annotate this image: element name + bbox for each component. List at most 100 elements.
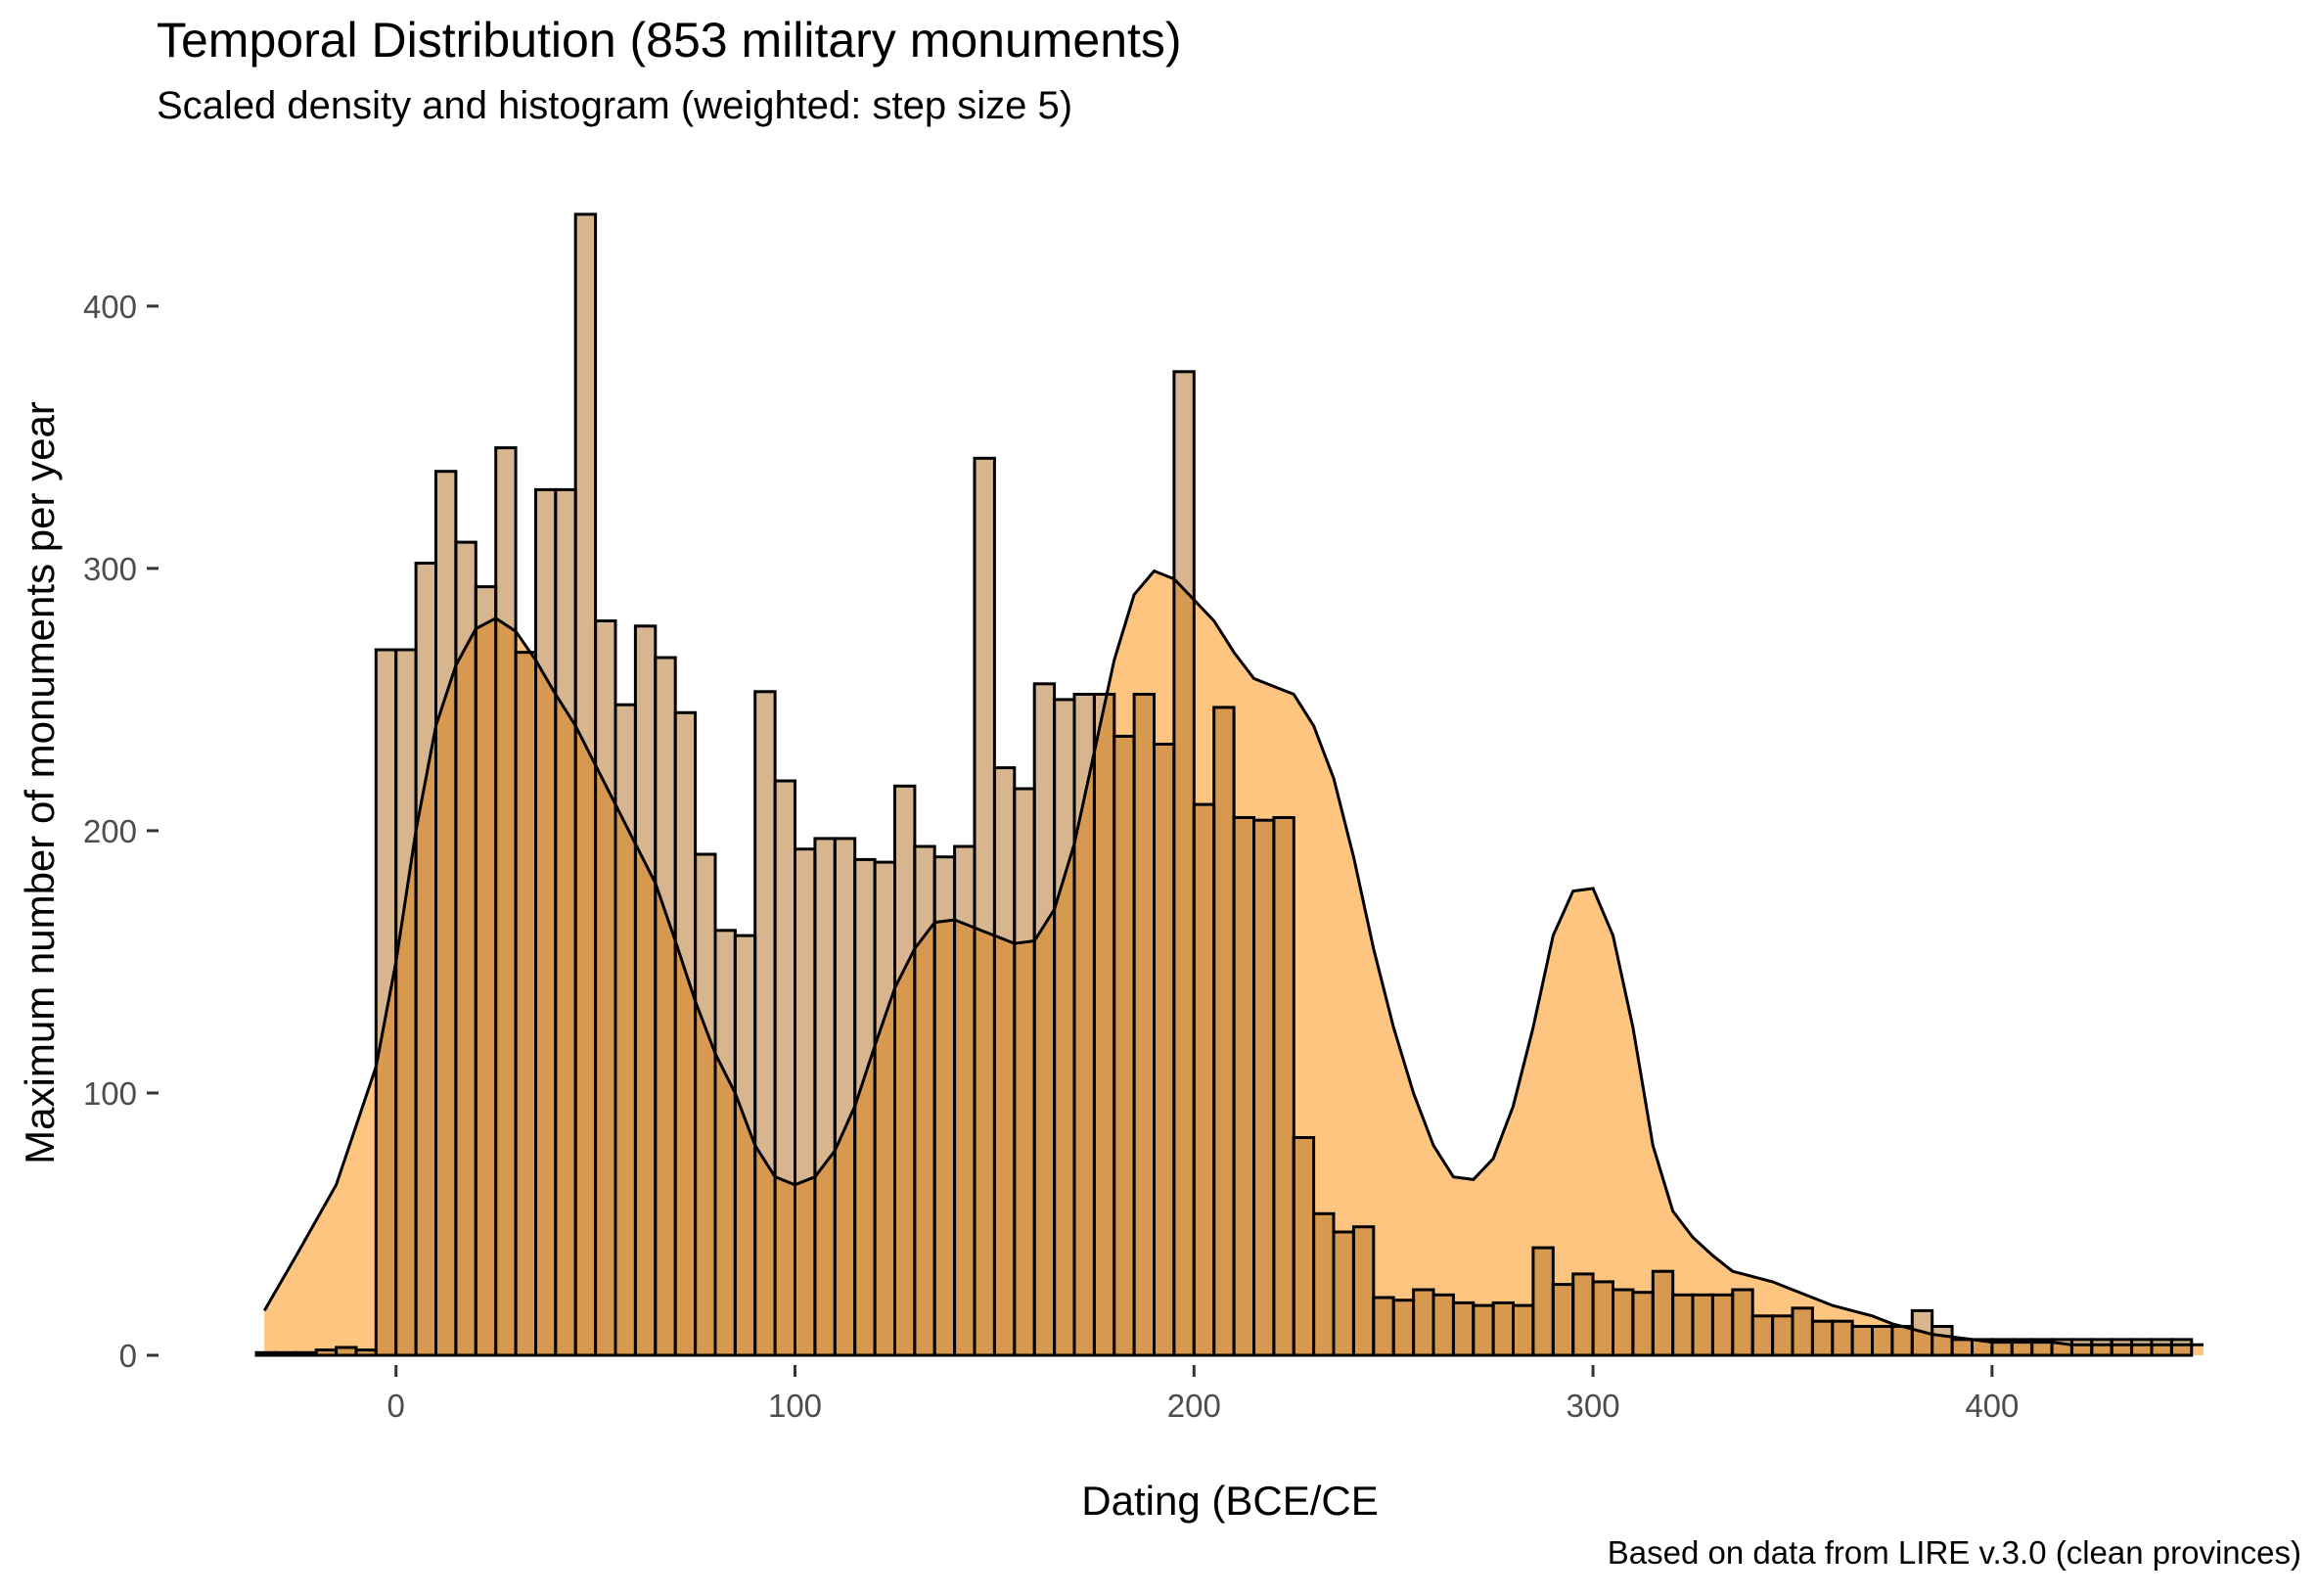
histogram-bar bbox=[1551, 1283, 1575, 1357]
histogram-bar bbox=[1950, 1338, 1974, 1357]
histogram-bar bbox=[2150, 1338, 2173, 1357]
y-tick-label: 400 bbox=[83, 289, 137, 325]
density-line-layer bbox=[262, 569, 2203, 1346]
histogram-bar bbox=[1710, 1293, 1735, 1357]
histogram-bar bbox=[733, 934, 757, 1357]
histogram-bar bbox=[1412, 1288, 1435, 1357]
histogram-bar bbox=[1113, 734, 1136, 1357]
histogram-bar bbox=[1671, 1293, 1695, 1357]
histogram-bar bbox=[454, 540, 477, 1357]
y-tick-label: 0 bbox=[119, 1338, 137, 1374]
histogram-bar bbox=[1013, 787, 1036, 1357]
histogram-bar bbox=[1831, 1319, 1854, 1357]
histogram-bar bbox=[254, 1350, 278, 1357]
histogram-bar bbox=[992, 766, 1017, 1357]
histogram-bar bbox=[833, 837, 857, 1357]
x-tick-label: 100 bbox=[768, 1388, 822, 1424]
histogram-bar bbox=[1890, 1325, 1914, 1357]
histogram-bar bbox=[1351, 1225, 1376, 1357]
histogram-bar bbox=[1252, 818, 1276, 1357]
histogram-bar bbox=[1472, 1303, 1495, 1357]
histogram-bars-layer bbox=[254, 212, 2194, 1357]
histogram-bar bbox=[274, 1350, 298, 1357]
y-tick-label: 300 bbox=[83, 551, 137, 587]
histogram-bar bbox=[813, 837, 837, 1357]
histogram-bar bbox=[1871, 1325, 1894, 1357]
histogram-bar bbox=[494, 446, 518, 1357]
histogram-bar bbox=[1491, 1300, 1515, 1357]
histogram-bar bbox=[613, 703, 637, 1357]
histogram-bar bbox=[1750, 1314, 1775, 1357]
x-tick-label: 300 bbox=[1567, 1388, 1620, 1424]
histogram-bar bbox=[633, 624, 658, 1357]
histogram-bar bbox=[893, 784, 917, 1357]
histogram-bar bbox=[932, 855, 957, 1357]
histogram-bar bbox=[1791, 1306, 1814, 1357]
histogram-bar bbox=[913, 844, 936, 1357]
histogram-bar bbox=[654, 656, 677, 1357]
histogram-bar bbox=[673, 710, 698, 1357]
histogram-bar bbox=[2090, 1338, 2113, 1357]
axes-layer: 0 100 200 300 400 0 100 200 300 400 bbox=[83, 289, 2019, 1424]
histogram-bar bbox=[1571, 1272, 1595, 1357]
histogram-bar bbox=[295, 1350, 318, 1357]
histogram-bar bbox=[1032, 682, 1057, 1357]
histogram-bar bbox=[1272, 816, 1295, 1357]
histogram-bar bbox=[853, 857, 877, 1357]
histogram-bar bbox=[434, 470, 458, 1357]
histogram-bar bbox=[1810, 1319, 1835, 1357]
histogram-bar bbox=[554, 487, 577, 1357]
histogram-bar bbox=[1153, 743, 1176, 1357]
histogram-bar bbox=[414, 562, 438, 1357]
chart-title: Temporal Distribution (853 military monu… bbox=[157, 13, 1182, 68]
histogram-bar bbox=[1132, 693, 1156, 1357]
y-axis-title: Maximum number of monuments per year bbox=[17, 401, 63, 1164]
histogram-bar bbox=[773, 779, 796, 1357]
histogram-bar bbox=[1771, 1314, 1795, 1357]
histogram-bar bbox=[2130, 1338, 2154, 1357]
histogram-bar bbox=[873, 860, 896, 1357]
histogram-bar bbox=[1931, 1325, 1954, 1357]
histogram-bar bbox=[794, 847, 817, 1357]
histogram-bar bbox=[1391, 1299, 1416, 1357]
histogram-bar bbox=[973, 456, 996, 1357]
x-tick-label: 400 bbox=[1965, 1388, 2019, 1424]
histogram-bar bbox=[2069, 1338, 2094, 1357]
histogram-bar bbox=[514, 651, 537, 1357]
histogram-bar bbox=[1332, 1230, 1355, 1357]
x-tick-label: 0 bbox=[387, 1388, 405, 1424]
y-tick-label: 200 bbox=[83, 813, 137, 849]
x-tick-label: 200 bbox=[1167, 1388, 1221, 1424]
histogram-bar bbox=[1531, 1246, 1555, 1357]
histogram-bar bbox=[1431, 1293, 1455, 1357]
histogram-bar bbox=[753, 690, 777, 1357]
histogram-bar bbox=[1631, 1291, 1655, 1357]
histogram-bar bbox=[394, 648, 418, 1357]
histogram-bar bbox=[335, 1345, 358, 1357]
histogram-bar bbox=[573, 212, 598, 1357]
histogram-bar bbox=[2169, 1338, 2194, 1357]
histogram-bar bbox=[1651, 1269, 1675, 1357]
chart-subtitle: Scaled density and histogram (weighted: … bbox=[157, 84, 1073, 127]
x-axis-title: Dating (BCE/CE bbox=[1081, 1478, 1378, 1524]
histogram-bar bbox=[1053, 698, 1076, 1357]
y-tick-label: 100 bbox=[83, 1075, 137, 1112]
histogram-bar bbox=[1850, 1325, 1874, 1357]
histogram-bar bbox=[2110, 1338, 2134, 1357]
histogram-bar bbox=[1292, 1136, 1316, 1357]
histogram-bar bbox=[713, 929, 737, 1357]
histogram-bar bbox=[354, 1348, 378, 1357]
histogram-bar bbox=[1451, 1300, 1476, 1357]
histogram-bar bbox=[1232, 816, 1255, 1357]
histogram-bar bbox=[314, 1348, 339, 1357]
histogram-bar bbox=[1172, 370, 1196, 1357]
histogram-bar bbox=[1372, 1296, 1395, 1357]
density-line bbox=[262, 569, 2203, 1346]
histogram-bar bbox=[1212, 706, 1236, 1357]
histogram-bar bbox=[594, 619, 617, 1357]
histogram-bar bbox=[1691, 1293, 1714, 1357]
histogram-bar bbox=[694, 852, 717, 1357]
histogram-bar bbox=[1612, 1288, 1635, 1357]
histogram-bar bbox=[1512, 1303, 1535, 1357]
